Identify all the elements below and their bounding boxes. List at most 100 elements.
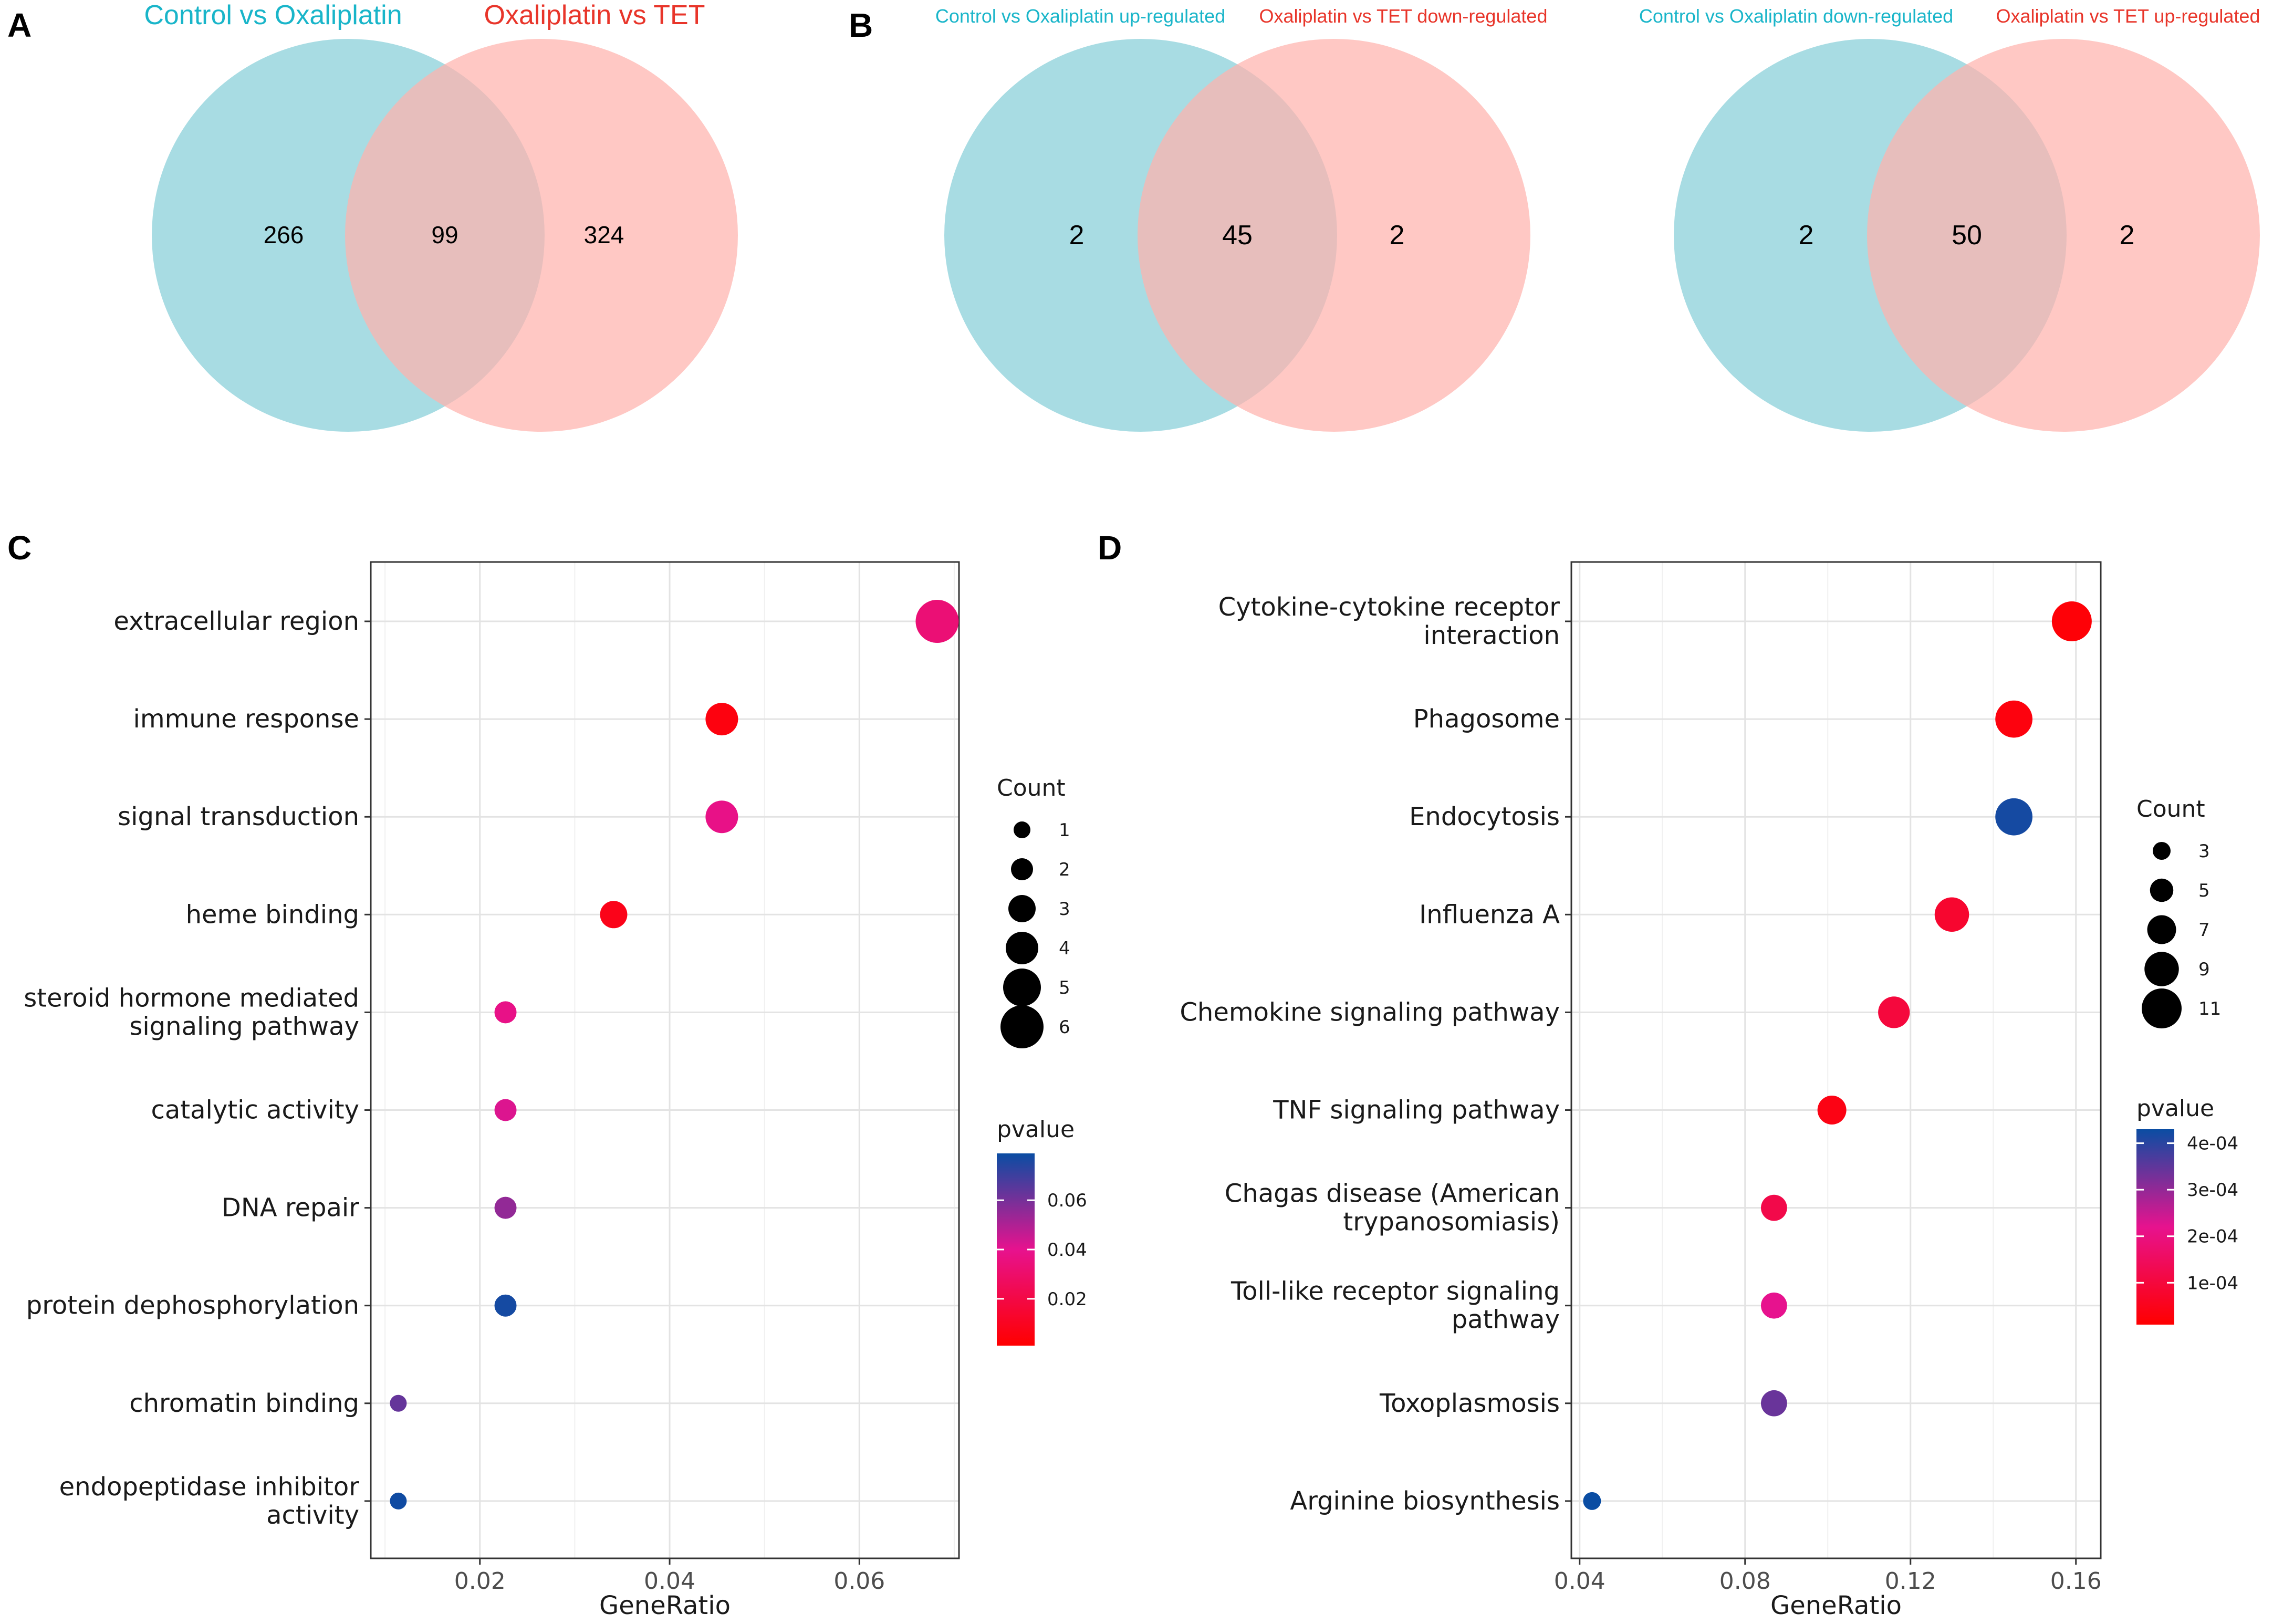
venn-b1-right-count: 2 (1390, 220, 1405, 251)
d-category-label: Cytokine-cytokine receptor interaction (1218, 592, 1560, 650)
panel-letter-c: C (7, 529, 32, 567)
c-count-legend-label: 4 (1059, 938, 1070, 959)
c-x-axis-title: GeneRatio (599, 1591, 731, 1620)
c-count-legend-label: 5 (1059, 977, 1070, 998)
d-category-label: Arginine biosynthesis (1290, 1486, 1560, 1516)
d-category-label: Chagas disease (American trypanosomiasis) (1225, 1179, 1560, 1237)
c-category-label: extracellular region (113, 607, 359, 636)
venn-b2-left-count: 2 (1799, 220, 1814, 251)
d-point (1583, 1492, 1601, 1510)
c-count-legend-label: 2 (1059, 859, 1070, 880)
c-point (600, 901, 628, 929)
venn-b1-right-circle (1138, 39, 1530, 432)
d-pvalue-legend-title: pvalue (2136, 1095, 2214, 1122)
d-point (1817, 1096, 1847, 1125)
venn-b1-left-count: 2 (1069, 220, 1085, 251)
d-count-legend-label: 3 (2198, 841, 2210, 862)
venn-a-left-title: Control vs Oxaliplatin (144, 0, 402, 30)
c-category-label: protein dephosphorylation (26, 1291, 359, 1320)
c-pvalue-legend-title: pvalue (997, 1116, 1075, 1143)
c-plot-area (371, 562, 959, 1558)
d-colorbar-label: 1e-04 (2187, 1273, 2238, 1294)
c-category-label: heme binding (186, 900, 359, 929)
venn-b1: Control vs Oxaliplatin up-regulated Oxal… (935, 5, 1548, 432)
d-colorbar-label: 2e-04 (2187, 1226, 2238, 1247)
d-count-legend-dot (2144, 952, 2179, 986)
c-category-label: steroid hormone mediated signaling pathwa… (24, 983, 359, 1041)
d-count-legend-dot (2142, 988, 2182, 1028)
c-category-label: signal transduction (118, 802, 359, 831)
venn-a-overlap-count: 99 (431, 221, 458, 248)
c-point (705, 800, 738, 834)
c-count-legend-dot (1008, 895, 1036, 922)
venn-b2-right-count: 2 (2120, 220, 2135, 251)
c-point (915, 600, 959, 643)
d-count-legend-dot (2147, 915, 2176, 944)
d-point (1995, 798, 2032, 836)
c-category-label: endopeptidase inhibitor activity (59, 1472, 360, 1530)
venn-a: Control vs Oxaliplatin Oxaliplatin vs TE… (144, 0, 738, 432)
d-count-legend-title: Count (2136, 796, 2205, 823)
d-category-label: TNF signaling pathway (1273, 1096, 1560, 1125)
d-count-legend-dot (2153, 842, 2171, 860)
dotplot-c: extracellular region immune response signa… (24, 561, 1087, 1620)
venn-b1-left-title: Control vs Oxaliplatin up-regulated (935, 5, 1225, 27)
venn-b2-left-title: Control vs Oxaliplatin down-regulated (1639, 5, 1953, 27)
d-point (1761, 1292, 1787, 1319)
d-x-tick-label: 0.04 (1554, 1568, 1605, 1595)
d-count-legend-label: 9 (2198, 959, 2210, 980)
c-point (705, 703, 738, 736)
c-count-legend-label: 6 (1059, 1017, 1070, 1038)
d-count-legend-label: 11 (2198, 998, 2221, 1019)
c-count-legend-dot (1014, 821, 1030, 838)
d-category-label: Endocytosis (1409, 802, 1560, 831)
c-colorbar-label: 0.06 (1047, 1190, 1087, 1211)
venn-b2-right-circle (1867, 39, 2260, 432)
d-count-legend-label: 5 (2198, 880, 2210, 901)
d-category-label: Chemokine signaling pathway (1180, 997, 1560, 1027)
c-count-legend-dot (1003, 969, 1041, 1006)
c-colorbar-label: 0.02 (1047, 1289, 1087, 1310)
c-point (494, 1196, 517, 1219)
c-x-tick-label: 0.06 (833, 1568, 885, 1595)
d-count-legend-dot (2150, 878, 2174, 902)
d-point (2051, 601, 2092, 641)
c-count-legend-label: 3 (1059, 899, 1070, 920)
d-colorbar-label: 3e-04 (2187, 1180, 2238, 1201)
dotplot-d: Cytokine-cytokine receptor interaction Pha… (1180, 561, 2238, 1620)
d-point (1761, 1194, 1787, 1221)
c-count-legend-dot (1006, 932, 1038, 964)
d-point (1761, 1390, 1787, 1417)
venn-b2-overlap-count: 50 (1952, 220, 1982, 251)
venn-b2-right-title: Oxaliplatin vs TET up-regulated (1996, 5, 2260, 27)
c-point (494, 1099, 517, 1121)
c-point (390, 1394, 407, 1412)
c-category-label: catalytic activity (151, 1096, 359, 1125)
d-category-label: Influenza A (1419, 900, 1560, 929)
c-point (390, 1492, 407, 1510)
panel-letter-b: B (849, 6, 873, 44)
panel-letter-d: D (1098, 529, 1122, 567)
d-point (1878, 996, 1910, 1028)
d-x-axis-title: GeneRatio (1770, 1591, 1902, 1620)
c-point (494, 1294, 517, 1317)
d-panel-border (1570, 561, 2102, 1559)
venn-b2: Control vs Oxaliplatin down-regulated Ox… (1639, 5, 2260, 432)
c-count-legend-title: Count (997, 775, 1066, 801)
d-colorbar-label: 4e-04 (2187, 1133, 2238, 1154)
c-x-tick-label: 0.02 (454, 1568, 506, 1595)
d-x-tick-label: 0.16 (2050, 1568, 2102, 1595)
c-category-label: DNA repair (222, 1193, 359, 1223)
d-x-tick-label: 0.08 (1719, 1568, 1771, 1595)
c-panel-border (370, 561, 960, 1559)
c-colorbar-label: 0.04 (1047, 1240, 1087, 1261)
venn-b1-right-title: Oxaliplatin vs TET down-regulated (1259, 5, 1548, 27)
panel-letter-a: A (7, 6, 32, 44)
d-point (1934, 897, 1969, 932)
c-point (494, 1001, 517, 1024)
d-category-label: Toll-like receptor signaling pathway (1231, 1277, 1560, 1335)
d-count-legend-label: 7 (2198, 920, 2210, 941)
venn-a-left-count: 266 (264, 221, 304, 248)
c-category-label: immune response (133, 704, 360, 734)
